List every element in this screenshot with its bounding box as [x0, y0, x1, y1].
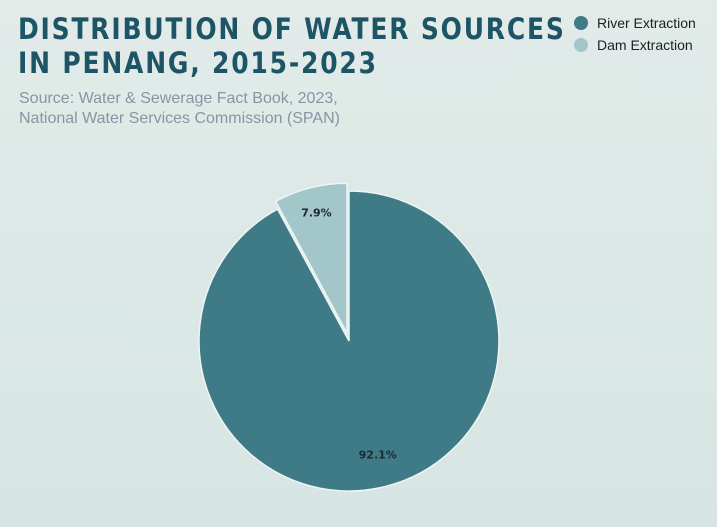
data-label-river-extraction: 92.1% [359, 448, 397, 461]
legend-item-dam: Dam Extraction [574, 34, 696, 56]
legend-item-river: River Extraction [574, 12, 696, 34]
legend-label-river: River Extraction [597, 15, 696, 31]
chart-title-line-2: IN PENANG, 2015-2023 [18, 46, 378, 81]
data-label-dam-extraction: 7.9% [301, 207, 332, 220]
legend-swatch-dam [574, 38, 588, 52]
source-line-1: Source: Water & Sewerage Fact Book, 2023… [19, 90, 338, 107]
legend-label-dam: Dam Extraction [597, 37, 693, 53]
legend: River Extraction Dam Extraction [574, 12, 696, 56]
source-line-2: National Water Services Commission (SPAN… [19, 110, 340, 127]
legend-swatch-river [574, 16, 588, 30]
pie-slice-river-extraction [198, 190, 500, 492]
pie-slice-dam-extraction [274, 182, 348, 334]
chart-title-line-1: DISTRIBUTION OF WATER SOURCES [18, 12, 566, 47]
